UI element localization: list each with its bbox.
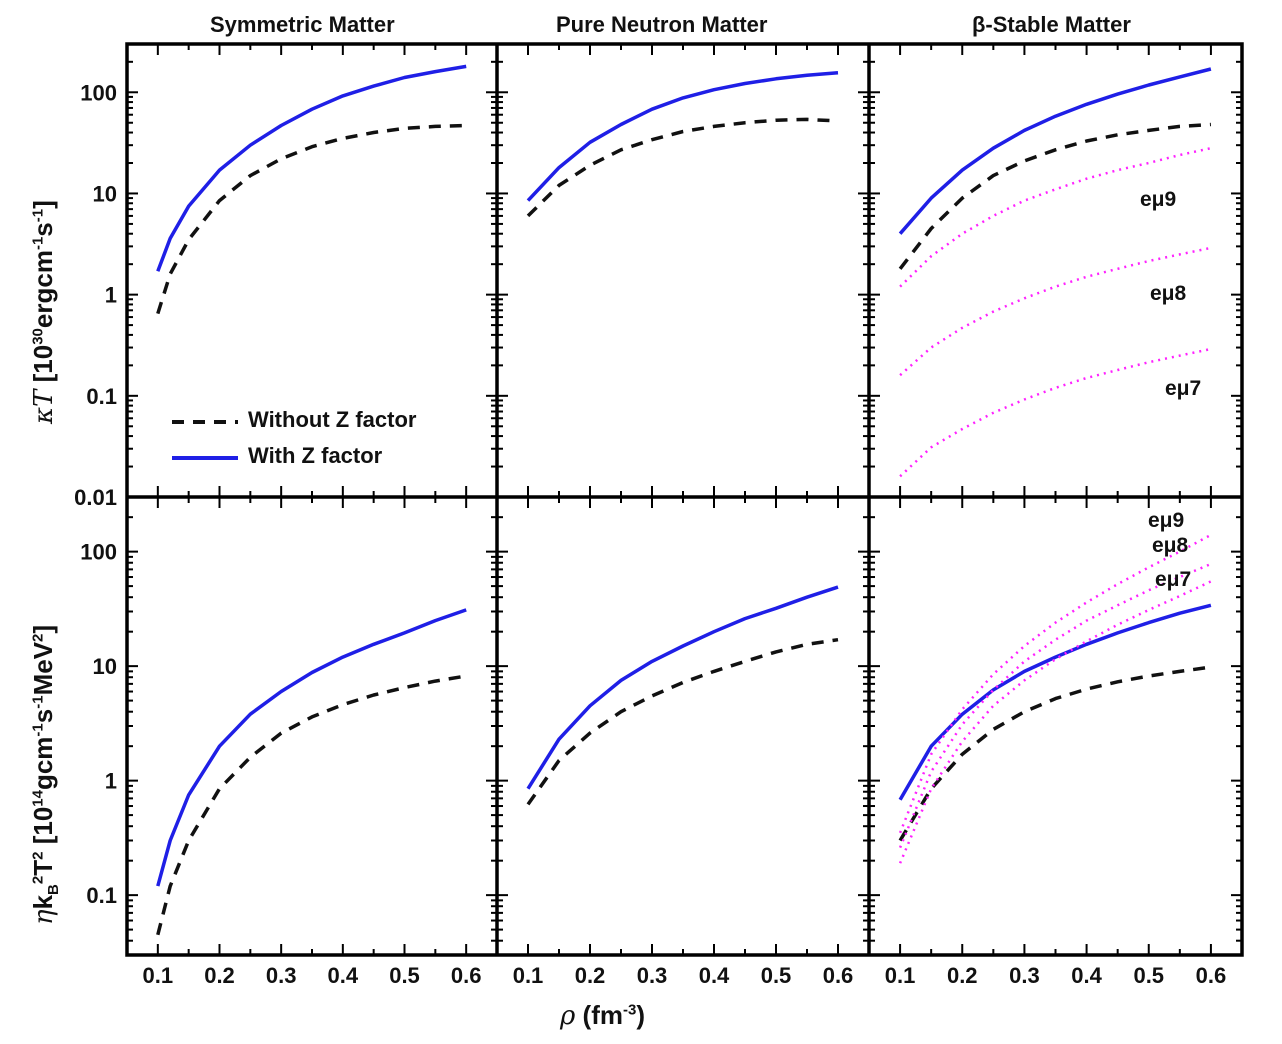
series-line-without-z-factor	[898, 122, 1212, 270]
x-tick-label: 0.5	[1133, 963, 1164, 988]
y-tick-label: 100	[80, 80, 117, 105]
series-line-without-z-factor	[526, 117, 839, 218]
y-tick-label: 100	[80, 540, 117, 565]
y-tick-label: 1	[105, 769, 117, 794]
annotation-label: eμ9	[1148, 509, 1184, 532]
title-pure-neutron-matter: Pure Neutron Matter	[556, 12, 768, 37]
title-beta-stable-matter: β-Stable Matter	[972, 12, 1131, 37]
y-tick-label: 0.1	[86, 883, 117, 908]
x-tick-label: 0.1	[143, 963, 174, 988]
legend-label-without-z: Without Z factor	[248, 407, 417, 432]
x-tick-label: 0.3	[637, 963, 668, 988]
series-line-with-z-factor	[526, 585, 839, 790]
series-line-e-9	[898, 533, 1212, 834]
legend-swatch-solid	[172, 456, 238, 460]
x-tick-label: 0.1	[885, 963, 916, 988]
series-line-e-8	[898, 562, 1212, 849]
y-axis-label-top: κT [1030ergcm-1s-1]	[28, 200, 59, 424]
y-tick-label: 10	[93, 181, 117, 206]
series-line-without-z-factor	[156, 123, 467, 315]
y-tick-label: 0.1	[86, 384, 117, 409]
title-symmetric-matter: Symmetric Matter	[210, 12, 395, 37]
series-line-e-7	[899, 347, 1212, 478]
x-tick-label: 0.4	[1071, 963, 1102, 988]
series-line-without-z-factor	[898, 665, 1212, 842]
x-tick-label: 0.3	[266, 963, 297, 988]
x-tick-label: 0.6	[1196, 963, 1227, 988]
x-axis-label: ρ (fm-3)	[560, 1000, 645, 1031]
x-tick-label: 0.2	[575, 963, 606, 988]
x-tick-label: 0.6	[451, 963, 482, 988]
y-tick-label: 10	[93, 654, 117, 679]
x-tick-label: 0.2	[204, 963, 235, 988]
series-line-e-8	[899, 246, 1212, 377]
y-tick-label: 1	[105, 283, 117, 308]
legend-label-with-z: With Z factor	[248, 443, 383, 468]
series-line-with-z-factor	[526, 70, 839, 202]
legend-swatch-dashed	[172, 420, 238, 424]
series-line-with-z-factor	[156, 608, 467, 887]
series-line-with-z-factor	[156, 64, 467, 272]
annotation-label: eμ7	[1165, 377, 1201, 400]
annotation-label: eμ9	[1140, 188, 1176, 211]
series-line-e-9	[899, 146, 1212, 288]
x-tick-label: 0.1	[513, 963, 544, 988]
series-line-without-z-factor	[156, 674, 467, 936]
x-tick-label: 0.4	[328, 963, 359, 988]
y-axis-label-bottom: ηkB2T2 [1014gcm-1s-1MeV2]	[28, 624, 63, 925]
x-tick-label: 0.5	[389, 963, 420, 988]
y-tick-label: 0.01	[74, 485, 117, 510]
plot-frame	[125, 42, 1244, 957]
annotation-label: eμ8	[1152, 534, 1189, 557]
x-tick-label: 0.6	[823, 963, 854, 988]
annotation-label: eμ8	[1150, 282, 1187, 305]
x-tick-label: 0.4	[699, 963, 730, 988]
x-tick-label: 0.5	[761, 963, 792, 988]
series-line-with-z-factor	[898, 67, 1212, 235]
series-line-e-7	[898, 580, 1212, 864]
x-tick-label: 0.2	[947, 963, 978, 988]
x-tick-label: 0.3	[1009, 963, 1040, 988]
annotation-label: eμ7	[1155, 568, 1191, 591]
